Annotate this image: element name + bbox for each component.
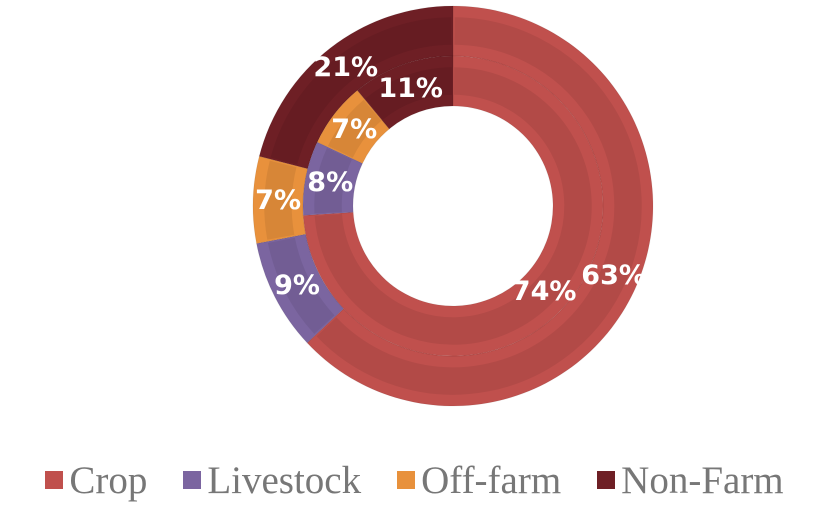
legend-swatch-non-farm: [597, 471, 616, 489]
legend-label-off-farm: Off-farm: [421, 458, 562, 502]
data-labels: 63%9%7%21%74%8%7%11%: [255, 52, 646, 307]
legend-item-crop[interactable]: Crop: [45, 458, 147, 503]
inner-slice-crop[interactable]: [302, 55, 604, 357]
legend: Crop Livestock Off-farm Non-Farm: [0, 455, 829, 505]
outer-label-crop: 63%: [581, 260, 646, 291]
legend-swatch-crop: [45, 471, 64, 489]
inner-label-off-farm: 7%: [331, 114, 377, 145]
legend-label-non-farm: Non-Farm: [621, 458, 784, 502]
outer-bevel-livestock: [267, 237, 335, 334]
outer-bevel-off-farm: [264, 160, 297, 240]
legend-label-crop: Crop: [69, 458, 148, 502]
legend-label-livestock: Livestock: [207, 458, 362, 502]
legend-swatch-livestock: [183, 471, 202, 489]
outer-bevel-non-farm: [270, 17, 452, 165]
legend-item-livestock[interactable]: Livestock: [183, 458, 361, 503]
outer-label-livestock: 9%: [274, 270, 320, 301]
inner-bevel-non-farm: [365, 67, 453, 120]
inner-ring: [302, 55, 604, 357]
outer-bevel-crop: [316, 17, 642, 395]
inner-label-non-farm: 11%: [378, 73, 443, 104]
inner-bevel-crop: [314, 67, 592, 345]
inner-label-livestock: 8%: [307, 167, 353, 198]
outer-label-off-farm: 7%: [255, 185, 301, 216]
legend-item-off-farm[interactable]: Off-farm: [397, 458, 561, 503]
inner-label-crop: 74%: [512, 276, 577, 307]
donut-chart: 63%9%7%21%74%8%7%11%: [252, 5, 654, 407]
inner-slice-non-farm[interactable]: [356, 55, 454, 130]
outer-label-non-farm: 21%: [313, 52, 378, 83]
inner-bevel-livestock: [314, 148, 353, 214]
legend-item-non-farm[interactable]: Non-Farm: [597, 458, 784, 503]
legend-swatch-off-farm: [397, 471, 416, 489]
inner-slice-off-farm[interactable]: [316, 89, 390, 165]
inner-bevel-off-farm: [327, 99, 382, 159]
